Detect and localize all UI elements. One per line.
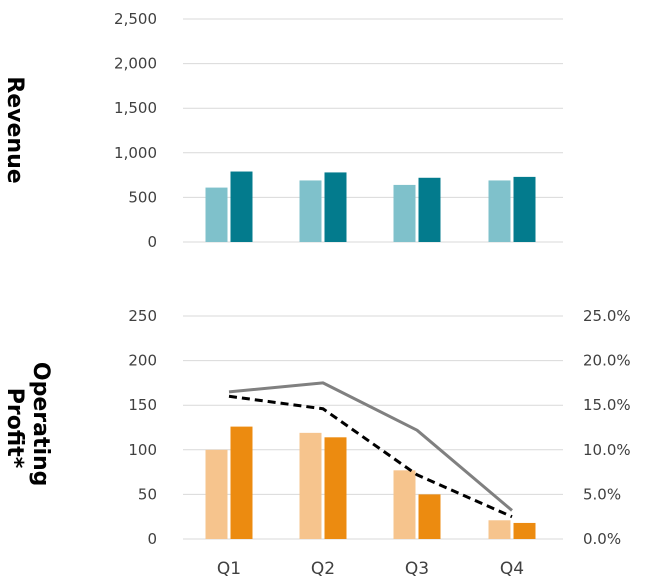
revenue-bar-s1-q2 (299, 180, 322, 242)
profit-ytick-label: 200 (128, 352, 157, 370)
profit-ytick-label: 250 (128, 307, 157, 325)
revenue-bar-s1-q1 (205, 187, 228, 242)
profit-bar-s1-q4 (488, 520, 511, 539)
revenue-bar-s2-q4 (513, 176, 536, 242)
revenue-bar-s2-q2 (324, 172, 347, 242)
revenue-bar-s1-q3 (393, 184, 416, 242)
margin-ytick-label: 20.0% (583, 352, 631, 370)
xtick-label-q4: Q4 (500, 559, 524, 579)
margin-line-solid (228, 381, 513, 512)
xtick-label-q3: Q3 (405, 559, 429, 579)
profit-bar-s2-q1 (230, 426, 253, 539)
profit-bar-s1-q1 (205, 449, 228, 539)
profit-ytick-label: 50 (138, 485, 157, 503)
profit-ytick-label: 0 (147, 530, 157, 548)
revenue-axis-title: Revenue (2, 76, 27, 183)
xtick-label-q2: Q2 (311, 559, 335, 579)
margin-ytick-label: 25.0% (583, 307, 631, 325)
profit-bar-s1-q3 (393, 470, 416, 539)
margin-ytick-label: 0.0% (583, 530, 621, 548)
revenue-ytick-label: 0 (147, 233, 157, 251)
profit-bar-s2-q3 (418, 494, 441, 539)
profit-ytick-label: 150 (128, 396, 157, 414)
revenue-chart: Revenue 0 500 1,000 1,500 2,000 2,500 (2, 10, 563, 251)
profit-ytick-label: 100 (128, 441, 157, 459)
revenue-ytick-label: 1,500 (114, 99, 157, 117)
operating-profit-axis-title: Operating Profit* (2, 362, 53, 494)
profit-bar-s2-q2 (324, 437, 347, 539)
operating-profit-chart: Operating Profit* 0 50 100 150 200 250 0.0% 5.… (2, 307, 631, 579)
revenue-ytick-label: 500 (128, 188, 157, 206)
revenue-bar-s2-q1 (230, 171, 253, 242)
revenue-ytick-label: 1,000 (114, 144, 157, 162)
margin-ytick-label: 5.0% (583, 485, 621, 503)
revenue-bar-s2-q3 (418, 177, 441, 242)
profit-bar-s2-q4 (513, 522, 536, 539)
revenue-bar-s1-q4 (488, 180, 511, 242)
margin-ytick-label: 15.0% (583, 396, 631, 414)
xtick-label-q1: Q1 (217, 559, 241, 579)
profit-bar-s1-q2 (299, 432, 322, 539)
revenue-ytick-label: 2,500 (114, 10, 157, 28)
margin-ytick-label: 10.0% (583, 441, 631, 459)
margin-line-dashed (228, 394, 513, 519)
revenue-ytick-label: 2,000 (114, 55, 157, 73)
